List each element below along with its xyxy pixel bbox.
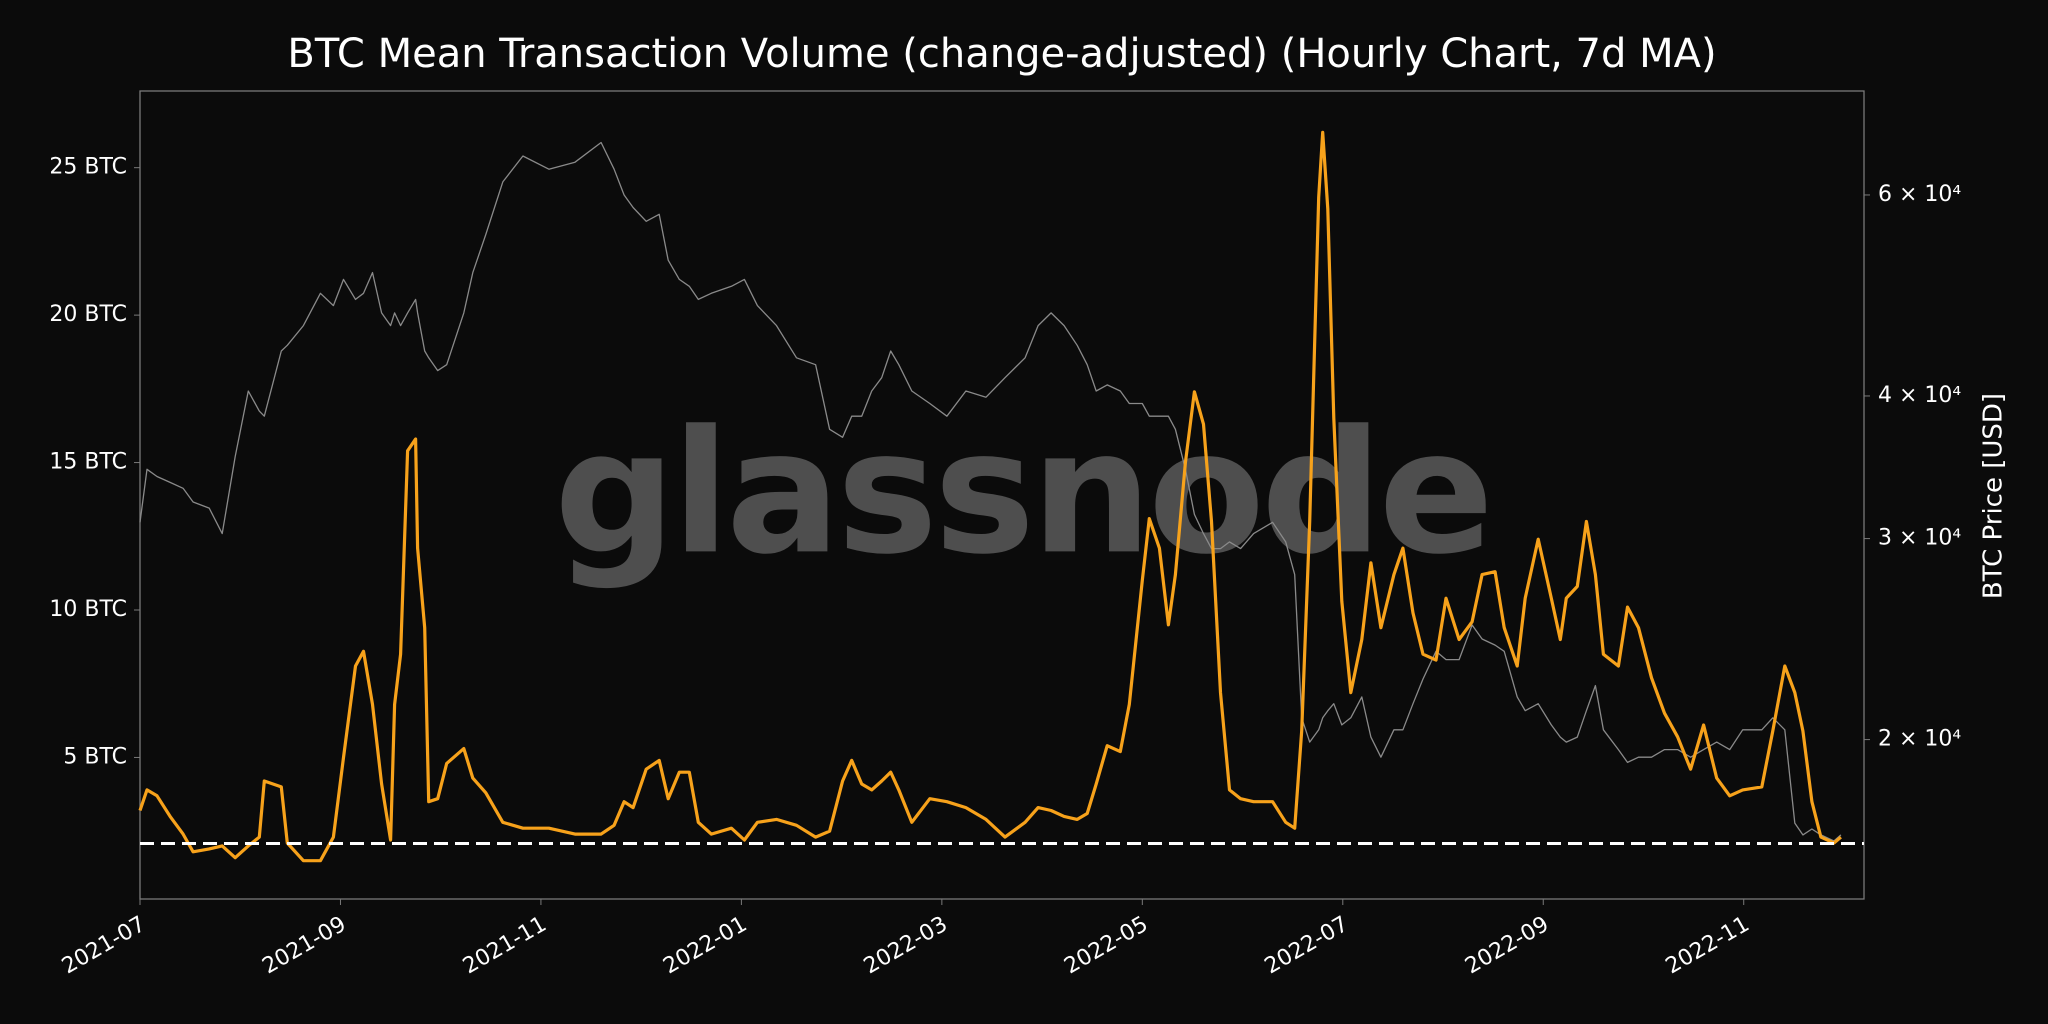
y2-tick-label: 2 × 10⁴ [1878,727,1961,752]
y-tick-label: 20 BTC [49,302,127,327]
y2-tick-label: 4 × 10⁴ [1878,383,1961,408]
y2-axis-label: BTC Price [USD] [1979,393,2009,599]
price-line [139,141,1842,842]
plot-frame [139,90,1865,900]
y-tick-label: 5 BTC [63,744,127,769]
y-tick-label: 15 BTC [49,450,127,475]
y2-tick-label: 6 × 10⁴ [1878,182,1961,207]
y2-tick-label: 3 × 10⁴ [1878,526,1961,551]
chart-title: BTC Mean Transaction Volume (change-adju… [287,31,1716,77]
y-tick-label: 10 BTC [49,597,127,622]
watermark: glassnode [554,394,1490,592]
volume-line [138,130,1842,863]
y-tick-label: 25 BTC [49,155,127,180]
